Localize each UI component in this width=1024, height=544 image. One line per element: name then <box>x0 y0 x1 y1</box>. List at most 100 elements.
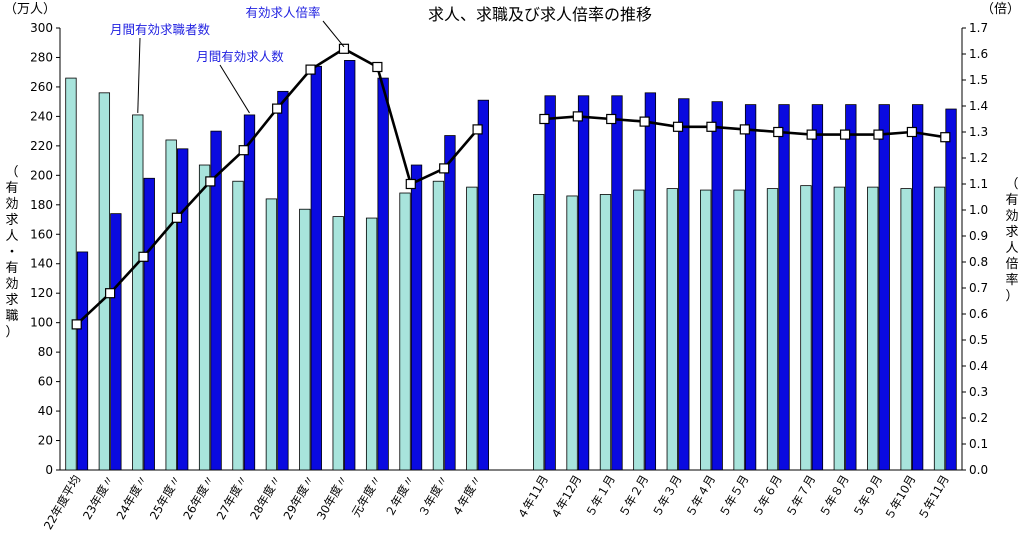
right-axis-label-char: 求 <box>1005 225 1018 240</box>
x-tick-label: 22年度平均 <box>41 473 83 533</box>
bar <box>466 186 478 471</box>
right-tick-label: 0.2 <box>969 411 988 425</box>
bar <box>399 192 411 471</box>
x-tick-label: ５年６月 <box>750 473 785 520</box>
annotation-leader <box>137 37 141 113</box>
x-tick-label: 29年度〃 <box>280 473 317 523</box>
bar <box>299 208 311 471</box>
left-axis-label-char: 効 <box>5 197 18 212</box>
bar <box>878 104 890 471</box>
bar <box>666 188 678 471</box>
right-tick-label: 1.5 <box>969 73 988 87</box>
left-tick-label: 80 <box>38 345 53 359</box>
left-axis-label-char: 有 <box>5 261 18 276</box>
right-tick-label: 1.4 <box>969 99 988 113</box>
line-point-marker <box>105 288 116 299</box>
line-point-marker <box>372 61 383 73</box>
right-tick-label: 0.3 <box>969 385 988 399</box>
line-point-marker <box>572 111 583 122</box>
left-axis-label-char: 有 <box>5 181 18 196</box>
line-point-marker <box>238 145 249 156</box>
bar <box>911 104 924 471</box>
x-tick-label: ５年５月 <box>716 473 751 520</box>
line-point-marker <box>439 163 450 174</box>
bar <box>344 60 356 471</box>
bar <box>544 95 556 471</box>
bar <box>410 164 423 471</box>
bar <box>198 164 211 471</box>
bar <box>210 130 222 471</box>
left-tick-label: 100 <box>30 316 53 330</box>
x-tick-label: 30年度〃 <box>314 473 351 523</box>
bar <box>845 104 857 471</box>
x-tick-label: ５年１月 <box>583 473 618 520</box>
left-tick-label: 160 <box>30 227 53 241</box>
right-tick-label: 0.9 <box>969 229 988 243</box>
bar <box>778 104 790 471</box>
line-point-marker <box>539 113 550 125</box>
right-axis-unit: （倍） <box>981 2 1020 17</box>
right-tick-label: 1.7 <box>969 21 988 35</box>
annotation-label: 月間有効求職者数 <box>110 22 211 37</box>
left-axis-label-char: 求 <box>5 293 18 308</box>
bar <box>900 188 912 471</box>
line-point-marker <box>305 64 316 75</box>
annotation-label: 月間有効求人数 <box>196 49 284 64</box>
left-axis-unit: （万人） <box>4 2 56 17</box>
right-axis-label-char: 倍 <box>1005 257 1018 272</box>
bar <box>265 198 278 471</box>
x-tick-label: ５年２月 <box>616 473 651 520</box>
left-axis-label-char: 職 <box>5 309 18 324</box>
right-axis-label-char: 効 <box>1005 209 1018 224</box>
bar <box>744 104 757 471</box>
right-axis-label-char: （ <box>1005 177 1018 192</box>
x-tick-label: 26年度〃 <box>180 473 217 523</box>
line-point-marker <box>906 126 917 138</box>
line-point-marker <box>138 251 149 262</box>
left-axis-label-char: ） <box>5 325 18 340</box>
right-tick-label: 1.6 <box>969 47 988 61</box>
line-point-marker <box>71 319 82 330</box>
x-tick-label: ２年度〃 <box>382 473 417 520</box>
right-tick-label: 0.6 <box>969 307 988 321</box>
bar <box>232 180 244 471</box>
left-tick-label: 200 <box>30 168 53 182</box>
bar <box>165 139 177 471</box>
bar <box>566 195 578 471</box>
bar <box>110 213 122 471</box>
x-tick-label: 25年度〃 <box>147 473 184 523</box>
left-tick-label: 240 <box>30 109 53 123</box>
bar <box>644 92 657 471</box>
right-tick-label: 0.7 <box>969 281 988 295</box>
right-tick-label: 0.8 <box>969 255 988 269</box>
bar <box>800 185 812 471</box>
x-tick-label: 24年度〃 <box>113 473 150 523</box>
bar <box>933 186 946 471</box>
left-axis-label-char: 効 <box>5 277 18 292</box>
bar <box>365 217 378 471</box>
line-point-marker <box>940 132 951 143</box>
left-tick-label: 140 <box>30 257 53 271</box>
annotation-leader <box>219 64 250 114</box>
right-tick-label: 1.0 <box>969 203 988 217</box>
right-tick-label: 1.3 <box>969 125 988 139</box>
bar <box>733 189 745 471</box>
x-tick-label: ５年４月 <box>683 473 718 520</box>
line-point-marker <box>706 121 717 132</box>
x-tick-label: ５年３月 <box>650 473 685 520</box>
line-point-marker <box>873 129 884 140</box>
right-tick-label: 0.1 <box>969 437 988 451</box>
bar <box>132 114 144 471</box>
x-tick-label: ４年12月 <box>548 473 585 523</box>
plot-area: 0 20 40 60 80 100 120 140 160 180 200 220 240 260 280 3… <box>5 5 1018 532</box>
bar <box>76 251 89 471</box>
left-axis-label-char: ・ <box>5 245 18 260</box>
left-tick-label: 20 <box>38 434 53 448</box>
bar <box>143 177 155 471</box>
x-tick-label: ５年10月 <box>882 473 919 523</box>
bar <box>833 186 845 471</box>
left-tick-label: 0 <box>45 463 53 477</box>
bar <box>277 90 289 471</box>
x-tick-label: ４年度〃 <box>449 473 484 520</box>
